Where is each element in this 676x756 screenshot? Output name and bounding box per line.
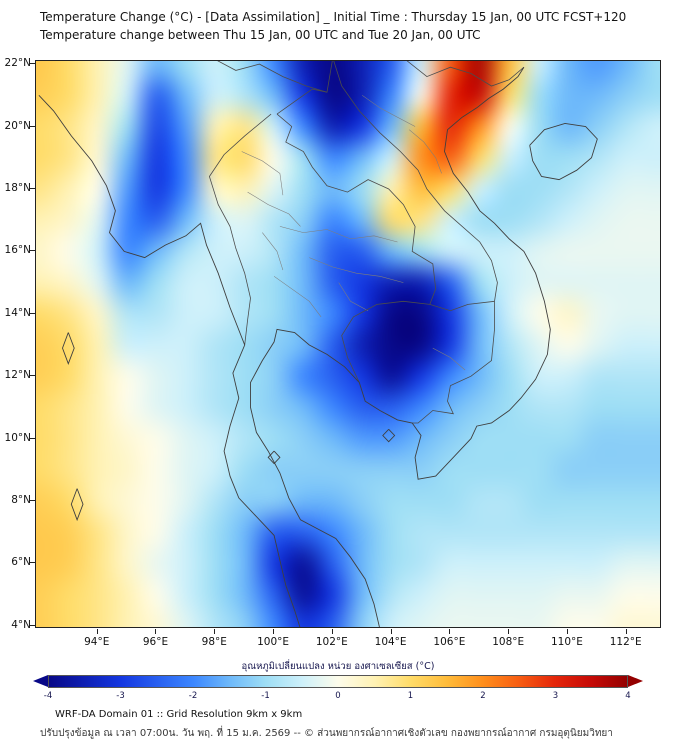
country-border-line (217, 61, 333, 93)
footer-domain-resolution: WRF-DA Domain 01 :: Grid Resolution 9km … (55, 709, 303, 720)
x-axis-tick (155, 629, 157, 634)
x-axis-label: 102°E (315, 636, 348, 648)
country-border-line (276, 113, 437, 305)
x-axis-tick (96, 629, 98, 634)
x-axis-label: 110°E (550, 636, 583, 648)
y-axis-label: 16°N (4, 244, 31, 257)
x-axis-tick (449, 629, 451, 634)
colorbar-tick-label: -1 (261, 691, 270, 701)
x-axis-label: 100°E (257, 636, 290, 648)
country-border-line (406, 61, 525, 87)
chart-subtitle: Temperature change between Thu 15 Jan, 0… (40, 28, 481, 42)
province-boundary-line (409, 129, 442, 174)
colorbar-tick-label: -3 (116, 691, 125, 701)
x-axis-tick (390, 629, 392, 634)
country-border-line (276, 88, 328, 115)
y-axis-label: 10°N (4, 431, 31, 444)
colorbar-tick-label: -4 (43, 691, 53, 701)
y-axis-label: 20°N (4, 119, 31, 132)
province-boundary-line (309, 257, 404, 283)
x-axis-tick (625, 629, 627, 634)
colorbar-tick-label: 2 (480, 691, 486, 701)
coastline (529, 122, 598, 181)
country-border-line (333, 61, 498, 302)
y-axis-label: 18°N (4, 181, 31, 194)
x-axis-tick (273, 629, 275, 634)
map-plot-area (35, 60, 661, 628)
province-boundary-line (262, 232, 284, 271)
x-axis-label: 94°E (84, 636, 110, 648)
coastline (38, 94, 301, 627)
x-axis-label: 96°E (142, 636, 169, 648)
coastline (70, 488, 84, 522)
x-axis-tick (508, 629, 510, 634)
colorbar-tick-label: 0 (335, 691, 341, 701)
footer-update-credit: ปรับปรุงข้อมูล ณ เวลา 07:00น. วัน พฤ. ที… (40, 728, 613, 739)
colorbar-gradient (48, 675, 628, 688)
coastline (267, 450, 281, 465)
x-axis-tick (566, 629, 568, 634)
y-axis-label: 14°N (4, 306, 31, 319)
coastline (382, 428, 396, 443)
x-axis-label: 98°E (201, 636, 227, 648)
country-border-line (208, 113, 272, 346)
y-axis-label: 8°N (11, 494, 31, 507)
y-axis-label: 4°N (11, 618, 31, 631)
province-boundary-line (273, 276, 322, 318)
province-boundary-line (247, 191, 301, 227)
colorbar-label: อุณหภูมิเปลี่ยนแปลง หน่วย องศาเซลเซียส (… (241, 661, 435, 672)
province-boundary-line (432, 347, 466, 371)
colorbar-right-arrow (628, 675, 643, 687)
colorbar-tick-label: 3 (552, 691, 559, 701)
country-border-line (412, 301, 495, 424)
chart-title: Temperature Change (°C) - [Data Assimila… (40, 10, 627, 24)
y-axis-label: 6°N (11, 556, 31, 569)
country-border-line (429, 300, 495, 312)
province-boundary-line (362, 95, 416, 127)
temperature-field-canvas (36, 61, 660, 627)
x-axis-label: 112°E (609, 636, 642, 648)
province-boundary-line (279, 226, 398, 243)
country-border-line (341, 300, 430, 383)
colorbar-left-arrow (33, 675, 48, 687)
province-boundary-line (338, 282, 369, 311)
colorbar-tick-label: -2 (188, 691, 198, 701)
x-axis-tick (331, 629, 333, 634)
colorbar-tick-label: 4 (625, 691, 631, 701)
x-axis-label: 108°E (492, 636, 525, 648)
colorbar-tick-label: 1 (407, 691, 414, 701)
x-axis-tick (214, 629, 216, 634)
coastline (62, 332, 75, 365)
x-axis-label: 104°E (374, 636, 407, 648)
x-axis-label: 106°E (433, 636, 466, 648)
y-axis-label: 22°N (4, 57, 31, 70)
coastline-borders-overlay (38, 61, 598, 627)
province-boundary-line (241, 151, 284, 196)
y-axis-label: 12°N (4, 369, 31, 382)
